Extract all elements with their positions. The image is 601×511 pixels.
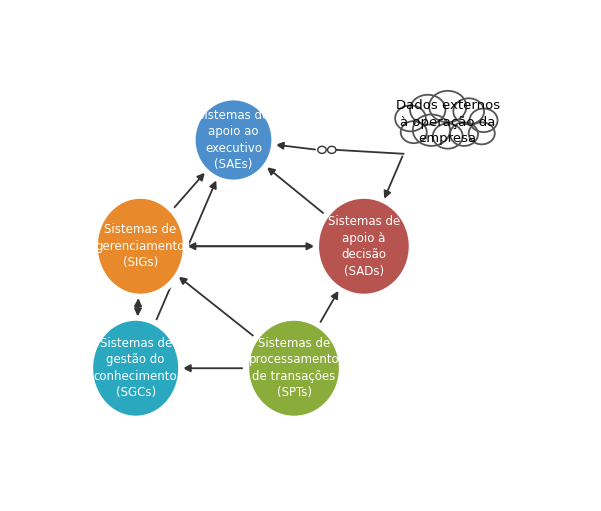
Circle shape [469, 122, 495, 144]
Circle shape [433, 124, 463, 149]
Text: Sistemas de
apoio à
decisão
(SADs): Sistemas de apoio à decisão (SADs) [328, 215, 400, 277]
Ellipse shape [96, 197, 185, 295]
Text: Sistemas de
gestão do
conhecimento
(SGCs): Sistemas de gestão do conhecimento (SGCs… [94, 337, 177, 400]
Ellipse shape [313, 193, 415, 299]
Ellipse shape [248, 319, 341, 417]
Text: Sistemas de
gerenciamento
(SIGs): Sistemas de gerenciamento (SIGs) [96, 223, 185, 269]
Ellipse shape [194, 99, 273, 181]
Circle shape [453, 98, 484, 124]
Ellipse shape [91, 319, 180, 417]
Circle shape [469, 108, 498, 132]
Circle shape [429, 91, 466, 122]
Text: Dados externos
à operação da
empresa: Dados externos à operação da empresa [395, 99, 500, 145]
Ellipse shape [243, 315, 345, 422]
Ellipse shape [87, 315, 185, 422]
Circle shape [395, 105, 426, 131]
Ellipse shape [189, 95, 278, 185]
Text: Sistemas de
processamento
de transações
(SPTs): Sistemas de processamento de transações … [249, 337, 340, 400]
Circle shape [450, 122, 478, 146]
Text: Sistemas de
apoio ao
executivo
(SAEs): Sistemas de apoio ao executivo (SAEs) [197, 109, 270, 171]
Ellipse shape [317, 197, 410, 295]
Circle shape [401, 121, 427, 143]
Circle shape [328, 146, 336, 153]
Ellipse shape [91, 193, 189, 299]
Circle shape [410, 95, 445, 125]
Circle shape [413, 114, 450, 146]
Circle shape [318, 146, 326, 153]
